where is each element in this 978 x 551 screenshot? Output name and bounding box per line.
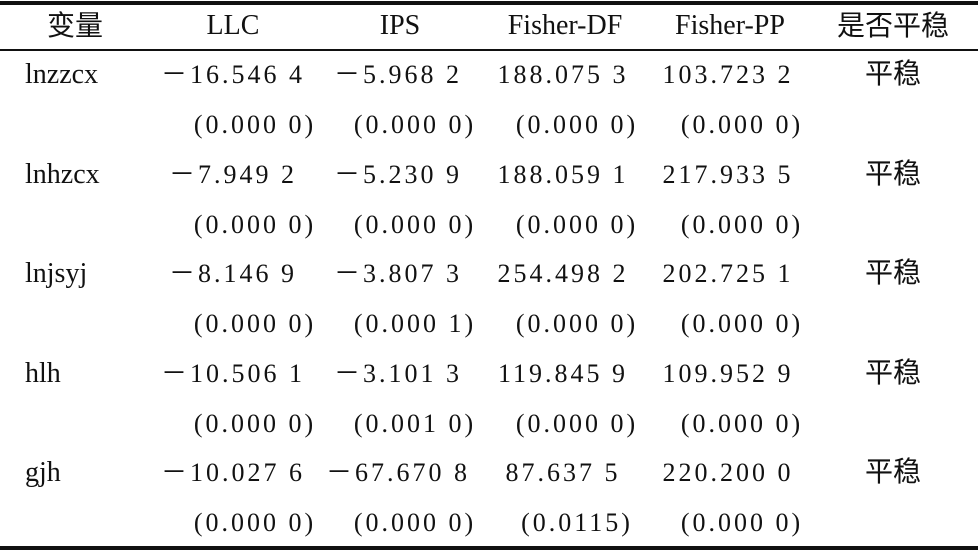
p-value: (0.000 0) [680, 110, 804, 139]
p-value: (0.000 0) [193, 309, 317, 339]
statistic: 220.200 0 [662, 458, 794, 488]
p-value: (0.000 0) [515, 309, 639, 339]
stationarity-result: 平稳 [864, 355, 922, 389]
top-rule [0, 1, 978, 5]
header-cell: Fisher-PP [675, 10, 785, 41]
statistic: －10.027 6 [160, 458, 306, 488]
bottom-rule [0, 546, 978, 550]
p-value: (0.000 0) [515, 110, 639, 139]
statistic: 217.933 5 [662, 159, 794, 189]
variable-name: gjh [25, 457, 61, 489]
stationarity-result: 平稳 [864, 57, 922, 90]
p-value: (0.000 0) [515, 209, 639, 239]
statistic: 188.059 1 [497, 159, 629, 189]
p-value: (0.000 0) [680, 309, 804, 339]
stationarity-result: 平稳 [864, 156, 922, 190]
stationarity-result: 平稳 [864, 256, 922, 290]
header-cell: 变量 [46, 9, 104, 42]
statistic: 103.723 2 [662, 60, 794, 89]
p-value: (0.000 1) [353, 309, 477, 339]
statistic: －3.101 3 [333, 358, 463, 388]
statistic: －5.230 9 [333, 159, 463, 189]
header-rule [0, 49, 978, 51]
p-value: (0.000 0) [193, 110, 317, 139]
header-cell: Fisher-DF [507, 10, 623, 41]
statistic: 109.952 9 [662, 358, 794, 388]
p-value: (0.001 0) [353, 408, 477, 438]
p-value: (0.000 0) [353, 508, 477, 538]
p-value: (0.0115) [521, 508, 633, 538]
statistic: －3.807 3 [333, 259, 463, 289]
statistic: 188.075 3 [497, 60, 629, 89]
p-value: (0.000 0) [680, 408, 804, 438]
p-value: (0.000 0) [353, 110, 477, 139]
p-value: (0.000 0) [353, 209, 477, 239]
variable-name: hlh [25, 357, 61, 389]
p-value: (0.000 0) [193, 209, 317, 239]
statistic: －7.949 2 [168, 159, 298, 189]
stationarity-result: 平稳 [864, 455, 922, 489]
statistic: －5.968 2 [333, 60, 463, 89]
p-value: (0.000 0) [193, 508, 317, 538]
statistic: 254.498 2 [497, 259, 629, 289]
statistic: －67.670 8 [325, 458, 471, 488]
header-cell: LLC [206, 10, 260, 41]
statistic: 202.725 1 [662, 259, 794, 289]
variable-name: lnjsyj [25, 258, 88, 290]
header-cell: 是否平稳 [836, 9, 950, 42]
statistic: －16.546 4 [160, 60, 306, 89]
statistic: 87.637 5 [505, 458, 621, 488]
header-cell: IPS [379, 10, 421, 41]
statistic: 119.845 9 [497, 358, 629, 388]
variable-name: lnhzcx [25, 158, 100, 190]
statistic: －8.146 9 [168, 259, 298, 289]
statistic: －10.506 1 [160, 358, 306, 388]
p-value: (0.000 0) [680, 508, 804, 538]
p-value: (0.000 0) [515, 408, 639, 438]
variable-name: lnzzcx [25, 59, 99, 90]
p-value: (0.000 0) [680, 209, 804, 239]
p-value: (0.000 0) [193, 408, 317, 438]
